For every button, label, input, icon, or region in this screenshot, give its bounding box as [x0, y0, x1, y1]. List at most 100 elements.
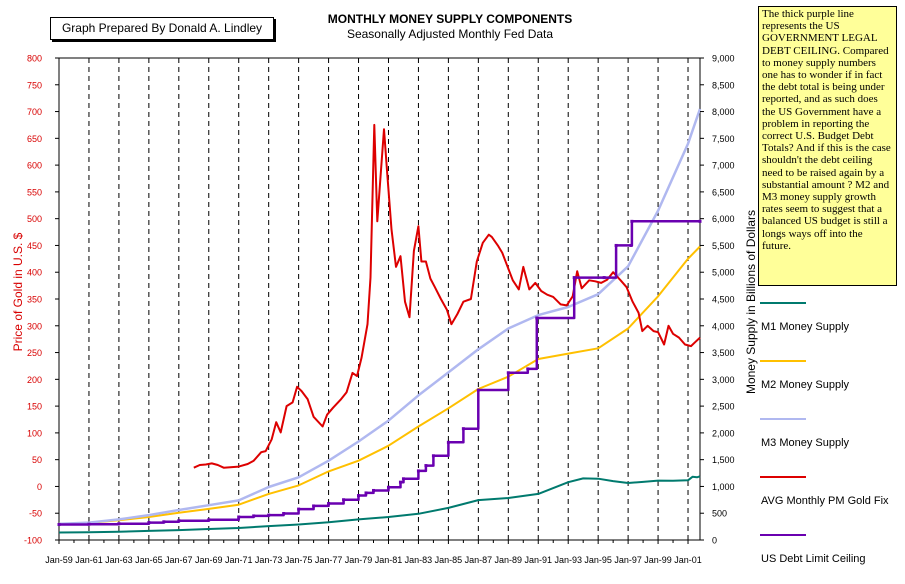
debt-ceiling-marker [207, 518, 211, 522]
debt-ceiling-marker [57, 522, 61, 526]
y-right-tick-label: 1,000 [712, 482, 735, 492]
series-layer [57, 108, 702, 534]
x-tick-label: Jan-91 [524, 555, 552, 565]
legend-item-m2: M2 Money Supply [760, 360, 900, 410]
debt-ceiling-marker [327, 501, 331, 505]
y-axis-label-left: Price of Gold in U.S. $ [11, 232, 25, 352]
y-left-tick-label: -100 [24, 536, 42, 546]
y-right-tick-label: 8,000 [712, 107, 735, 117]
x-tick-label: Jan-79 [345, 555, 373, 565]
x-tick-label: Jan-81 [375, 555, 403, 565]
debt-ceiling-marker [630, 219, 634, 223]
x-tick-label: Jan-59 [45, 555, 73, 565]
debt-ceiling-marker [461, 427, 465, 431]
y-left-tick-label: 200 [27, 375, 42, 385]
axis-layer: Jan-59 Jan-61 Jan-63 Jan-65 Jan-67 Jan-69 Jan-… [24, 54, 735, 566]
legend-item-m1: M1 Money Supply [760, 302, 900, 352]
debt-ceiling-marker [386, 485, 390, 489]
debt-ceiling-marker [162, 520, 166, 524]
legend-swatch [760, 534, 806, 536]
y-left-tick-label: 250 [27, 348, 42, 358]
series-line-3 [193, 123, 701, 469]
debt-ceiling-marker [312, 504, 316, 508]
legend-label: M2 Money Supply [761, 379, 850, 391]
y-left-tick-label: -50 [29, 509, 42, 519]
legend-item-m3: M3 Money Supply [760, 418, 900, 468]
y-left-tick-label: 450 [27, 241, 42, 251]
legend-label: M1 Money Supply [761, 321, 850, 333]
debt-ceiling-marker [476, 388, 480, 392]
y-right-tick-label: 8,500 [712, 80, 735, 90]
y-right-tick-label: 6,000 [712, 214, 735, 224]
y-left-tick-label: 300 [27, 321, 42, 331]
legend-swatch [760, 360, 806, 362]
y-left-tick-label: 800 [27, 54, 42, 64]
y-left-tick-label: 400 [27, 268, 42, 278]
y-right-tick-label: 4,000 [712, 321, 735, 331]
chart-title: MONTHLY MONEY SUPPLY COMPONENTS [327, 12, 573, 26]
debt-ceiling-marker [698, 219, 702, 223]
y-left-tick-label: 100 [27, 428, 42, 438]
legend-swatch [760, 476, 806, 478]
debt-ceiling-marker [267, 513, 271, 517]
y-left-tick-label: 650 [27, 134, 42, 144]
x-tick-label: Jan-01 [674, 555, 702, 565]
legend-item-debt: US Debt Limit Ceiling [760, 534, 900, 584]
y-right-tick-label: 4,500 [712, 295, 735, 305]
debt-ceiling-marker [424, 464, 428, 468]
debt-ceiling-marker [602, 276, 606, 280]
y-axis-label-right: Money Supply in Billions of Dollars [744, 209, 758, 395]
y-right-tick-label: 5,000 [712, 268, 735, 278]
x-tick-label: Jan-61 [75, 555, 103, 565]
debt-ceiling-marker [526, 367, 530, 371]
y-left-tick-label: 0 [37, 482, 42, 492]
y-right-tick-label: 2,500 [712, 402, 735, 412]
debt-ceiling-marker [431, 454, 435, 458]
debt-ceiling-marker [535, 316, 539, 320]
y-left-tick-label: 550 [27, 187, 42, 197]
x-tick-label: Jan-97 [614, 555, 642, 565]
debt-ceiling-marker [342, 498, 346, 502]
y-right-tick-label: 7,500 [712, 134, 735, 144]
legend-label: US Debt Limit Ceiling [761, 553, 866, 565]
debt-ceiling-marker [572, 276, 576, 280]
y-right-tick-label: 5,500 [712, 241, 735, 251]
y-right-tick-label: 3,500 [712, 348, 735, 358]
y-left-tick-label: 150 [27, 402, 42, 412]
debt-ceiling-marker [282, 511, 286, 515]
y-right-tick-label: 500 [712, 509, 727, 519]
y-left-tick-label: 350 [27, 295, 42, 305]
y-right-tick-label: 1,500 [712, 455, 735, 465]
x-tick-label: Jan-77 [315, 555, 343, 565]
chart-subtitle: Seasonally Adjusted Monthly Fed Data [346, 27, 554, 41]
x-tick-label: Jan-99 [644, 555, 672, 565]
series-line-0 [58, 475, 701, 534]
y-right-tick-label: 2,000 [712, 428, 735, 438]
debt-ceiling-marker [297, 507, 301, 511]
note-box: The thick purple line represents the US … [758, 6, 897, 286]
y-right-tick-label: 6,500 [712, 187, 735, 197]
x-tick-label: Jan-69 [195, 555, 223, 565]
debt-ceiling-marker [398, 480, 402, 484]
y-left-tick-label: 500 [27, 214, 42, 224]
debt-ceiling-marker [357, 494, 361, 498]
credit-box: Graph Prepared By Donald A. Lindley [50, 17, 274, 40]
y-right-tick-label: 3,000 [712, 375, 735, 385]
legend-item-gold: AVG Monthly PM Gold Fix [760, 476, 900, 526]
y-left-tick-label: 50 [32, 455, 42, 465]
y-left-tick-label: 700 [27, 107, 42, 117]
debt-ceiling-marker [614, 243, 618, 247]
legend-swatch [760, 418, 806, 420]
x-tick-label: Jan-73 [255, 555, 283, 565]
y-left-tick-label: 750 [27, 80, 42, 90]
y-right-tick-label: 7,000 [712, 161, 735, 171]
debt-ceiling-marker [416, 469, 420, 473]
debt-ceiling-marker [629, 243, 633, 247]
legend-swatch [760, 302, 806, 304]
debt-ceiling-marker [87, 522, 91, 526]
y-left-tick-label: 600 [27, 161, 42, 171]
x-tick-label: Jan-71 [225, 555, 253, 565]
debt-ceiling-marker [401, 477, 405, 481]
debt-ceiling-marker [446, 440, 450, 444]
x-tick-label: Jan-83 [405, 555, 433, 565]
